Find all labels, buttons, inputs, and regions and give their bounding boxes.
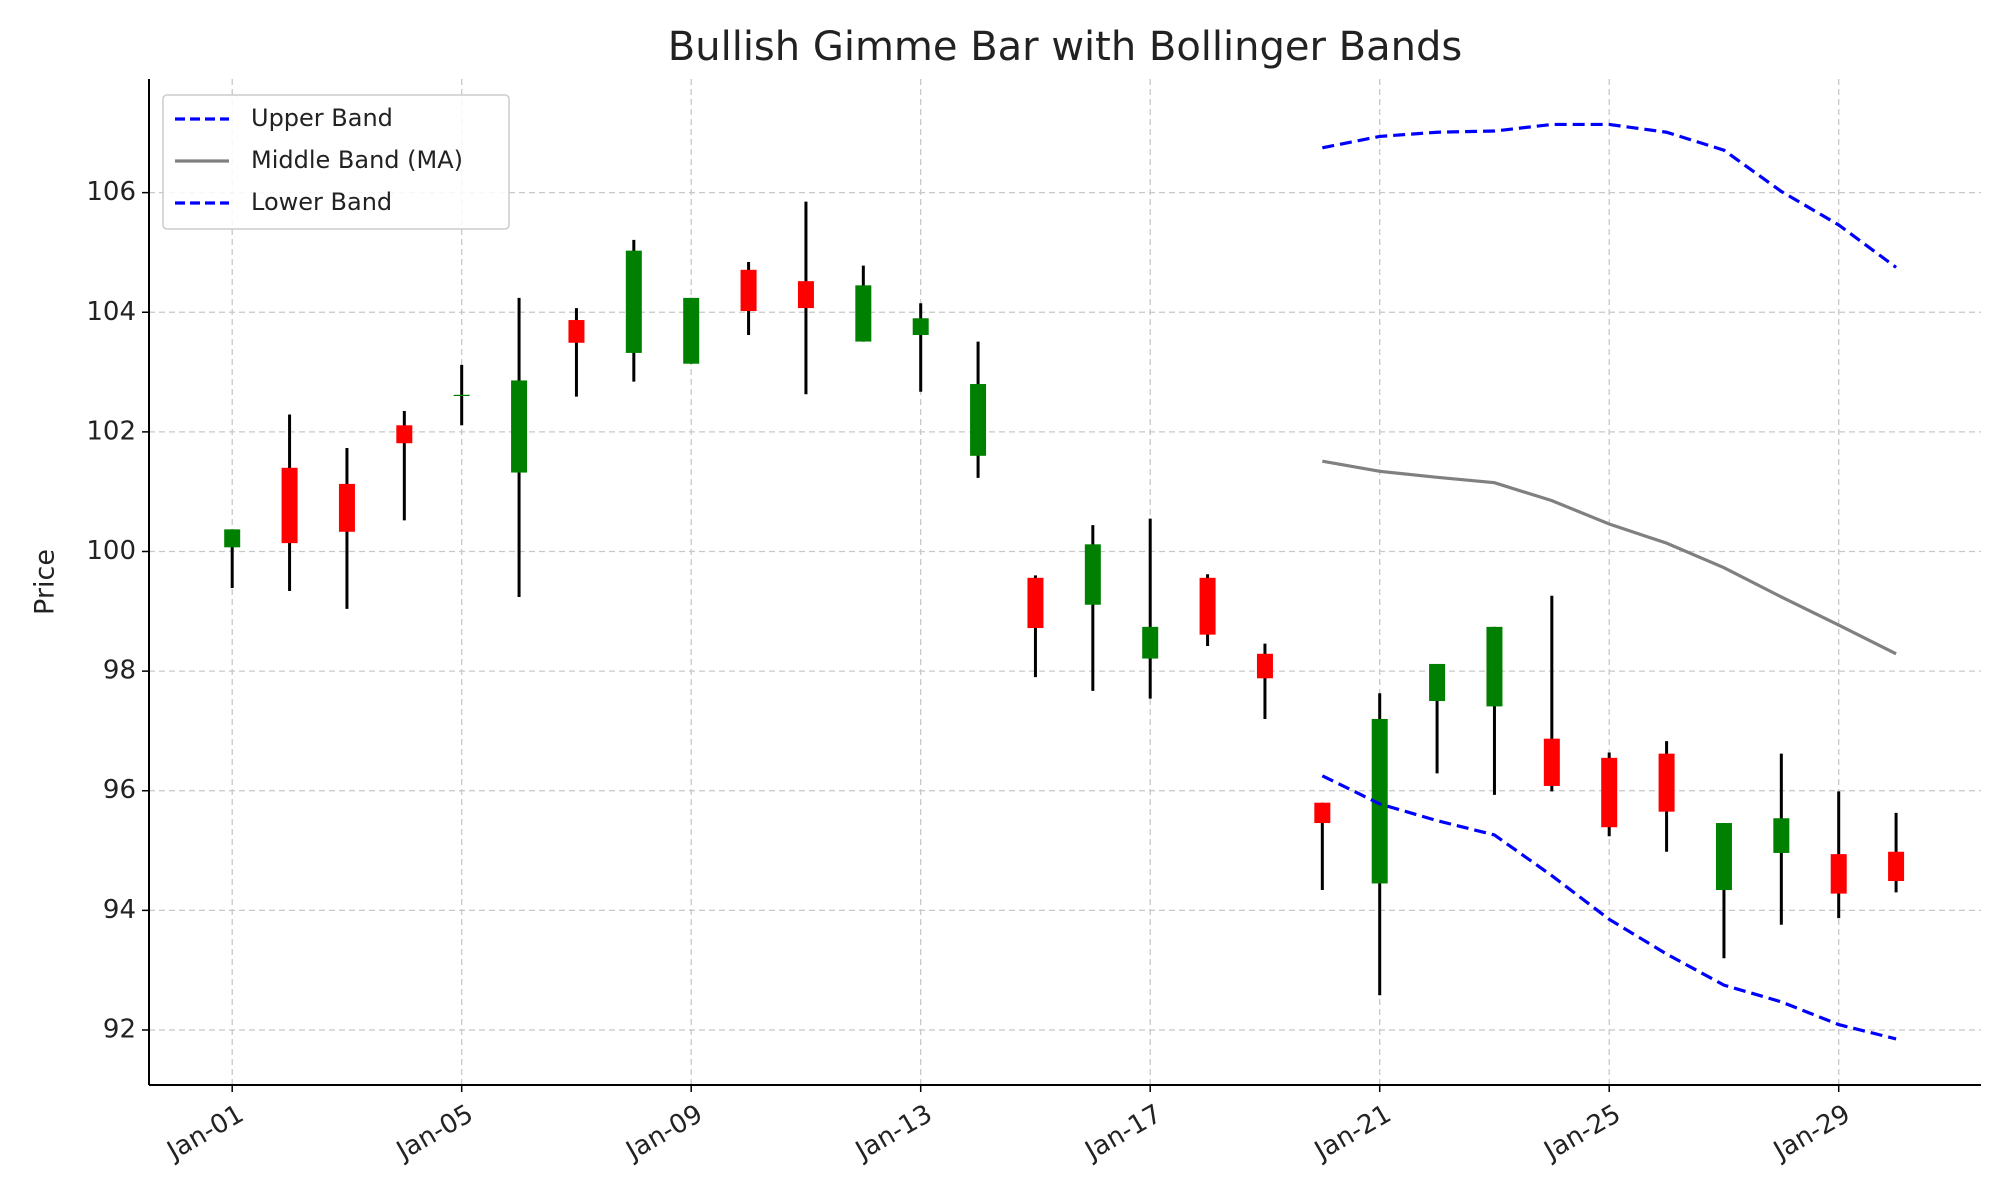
y-axis-label: Price [30, 549, 61, 615]
candle-body [970, 384, 987, 456]
y-tick-label: 102 [86, 416, 136, 446]
candle-body [453, 394, 470, 396]
candle-body [1543, 738, 1560, 786]
legend-label: Upper Band [251, 104, 393, 132]
candle-body [1314, 802, 1331, 824]
x-tick-label: Jan-13 [849, 1099, 937, 1167]
candle-body [1888, 851, 1905, 882]
x-tick-label: Jan-17 [1079, 1099, 1167, 1167]
legend-box [162, 94, 510, 230]
candle-body [1830, 854, 1847, 894]
x-tick-label: Jan-05 [390, 1099, 478, 1167]
candle-body [1601, 757, 1618, 828]
x-tick-label: Jan-21 [1308, 1099, 1396, 1167]
candle-body [511, 380, 528, 473]
y-tick-label: 100 [86, 536, 136, 566]
legend: Upper Band Middle Band (MA) Lower Band [162, 94, 510, 230]
candle-body [1658, 753, 1675, 812]
candle-body [1027, 577, 1044, 629]
candle-body [912, 318, 929, 335]
y-tick-label: 98 [103, 656, 136, 686]
candle-body [1429, 663, 1446, 702]
x-tick-label: Jan-25 [1538, 1099, 1626, 1167]
candle-body [797, 281, 814, 309]
y-tick-label: 94 [103, 895, 136, 925]
legend-label: Middle Band (MA) [251, 146, 463, 174]
candle-body [568, 320, 585, 343]
candle-body [740, 269, 757, 312]
candle-body [1199, 577, 1216, 635]
candle-body [1371, 718, 1388, 884]
x-tick-label: Jan-29 [1767, 1099, 1855, 1167]
candle-body [1256, 653, 1273, 679]
candle-body [396, 425, 413, 444]
band-line [1321, 774, 1897, 1041]
candle-body [224, 529, 241, 548]
x-tick-label: Jan-01 [161, 1099, 249, 1167]
candle-body [683, 297, 700, 364]
legend-label: Lower Band [251, 188, 392, 216]
y-tick-label: 104 [86, 297, 136, 327]
y-tick-label: 92 [103, 1014, 136, 1044]
candle-body [855, 285, 872, 342]
candle-body [1773, 818, 1790, 853]
y-tick-label: 96 [103, 775, 136, 805]
y-tick-label: 106 [86, 177, 136, 207]
candle-body [338, 483, 355, 532]
candle-body [1486, 626, 1503, 707]
x-tick-label: Jan-09 [620, 1099, 708, 1167]
candle-body [281, 467, 298, 544]
candle-body [1084, 544, 1101, 605]
candle-body [625, 250, 642, 353]
candle-body [1142, 626, 1159, 659]
chart-title: Bullish Gimme Bar with Bollinger Bands [668, 24, 1462, 70]
band-line [1322, 459, 1897, 656]
band-line [1322, 122, 1898, 269]
candle-body [1715, 823, 1732, 891]
